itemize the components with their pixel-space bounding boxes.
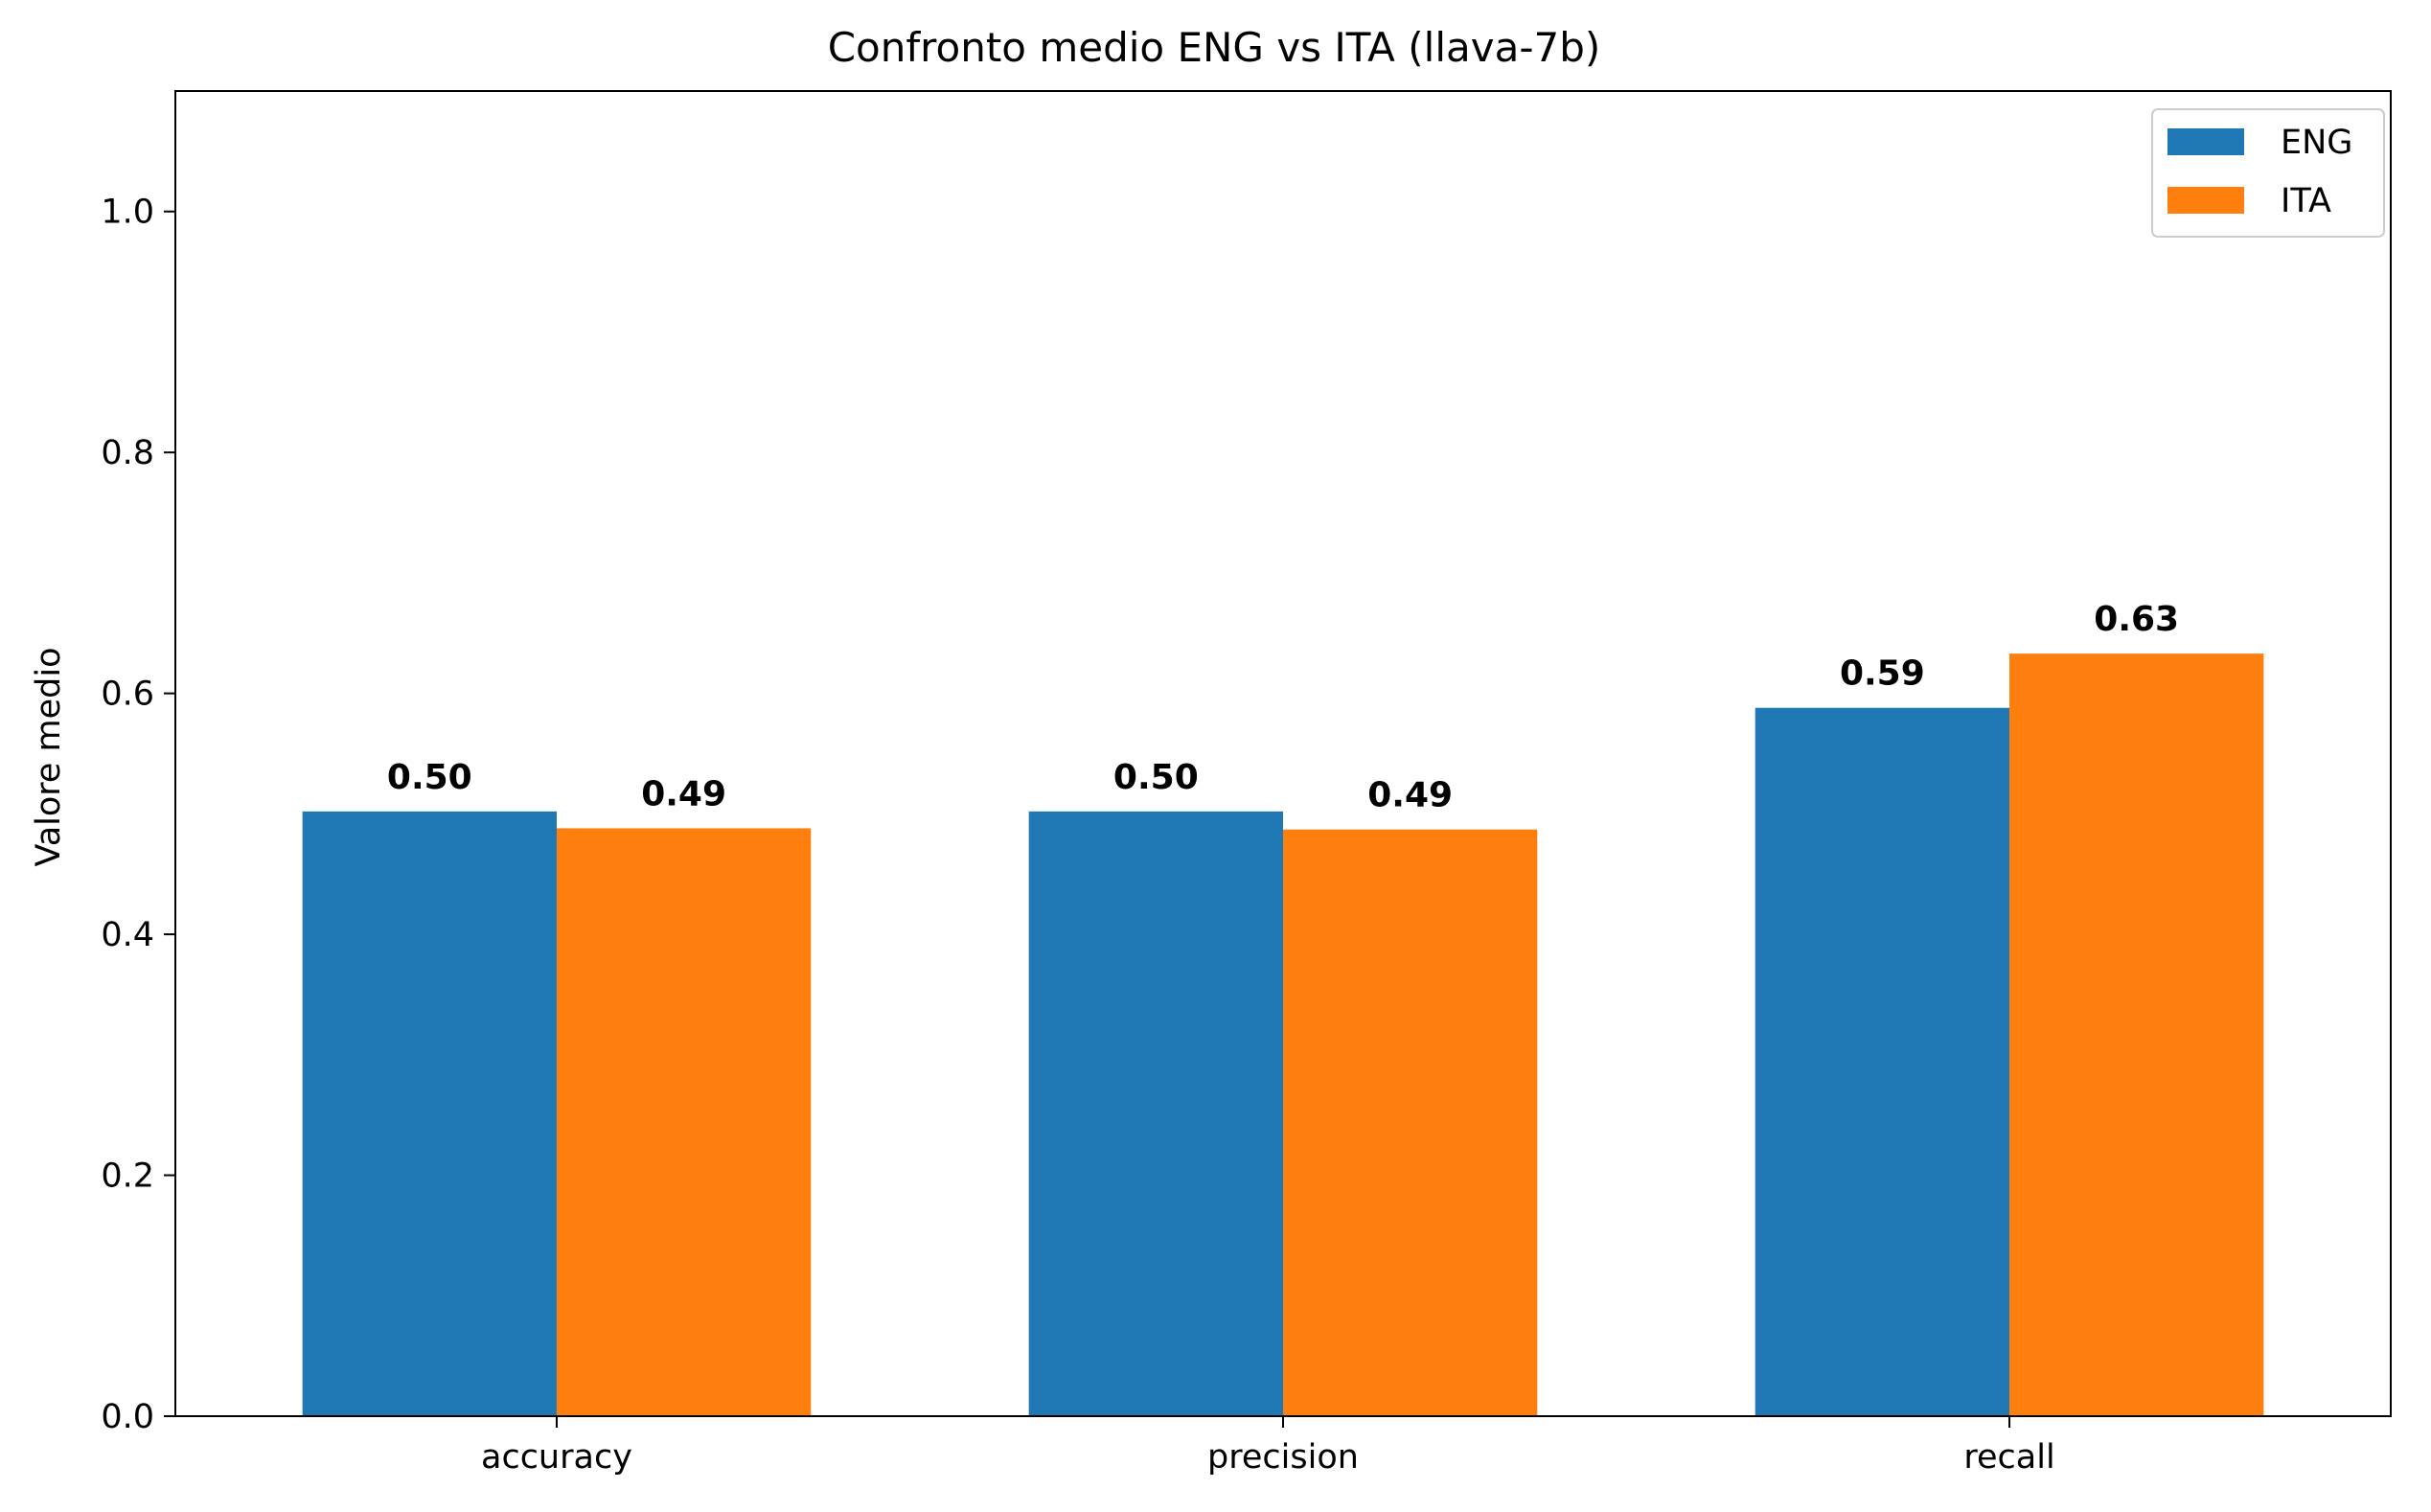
chart-title: Confronto medio ENG vs ITA (llava-7b)	[828, 24, 1601, 71]
y-tick-label: 1.0	[101, 194, 154, 232]
bar-ita-recall	[2009, 653, 2264, 1416]
value-label-eng-precision: 0.50	[1113, 758, 1199, 797]
bar-eng-accuracy	[302, 811, 557, 1416]
bar-ita-accuracy	[556, 828, 812, 1416]
x-tick-label-precision: precision	[1207, 1438, 1359, 1477]
value-label-eng-accuracy: 0.50	[387, 758, 472, 797]
value-label-ita-accuracy: 0.49	[641, 774, 726, 813]
y-tick-label: 0.8	[101, 434, 154, 472]
y-tick-label: 0.6	[101, 676, 154, 714]
y-tick-label: 0.4	[101, 916, 154, 954]
bar-eng-recall	[1754, 707, 2010, 1416]
plot-area: 0.50 0.50 0.59 0.49 0.49 0.63 0.0 0.2 0.4 0.6 0.8 1…	[101, 90, 2392, 1477]
bar-eng-precision	[1028, 811, 1283, 1416]
x-tick-label-accuracy: accuracy	[481, 1438, 632, 1477]
value-label-eng-recall: 0.59	[1840, 654, 1925, 694]
legend: ENG ITA	[2151, 108, 2385, 238]
x-tick-label-recall: recall	[1963, 1438, 2054, 1477]
value-label-ita-precision: 0.49	[1367, 776, 1453, 815]
bar-ita-precision	[1283, 829, 1538, 1416]
legend-swatch-eng	[2167, 128, 2244, 155]
y-axis-label: Valore medio	[30, 647, 68, 866]
y-tick-label: 0.0	[101, 1398, 154, 1436]
legend-label-ita: ITA	[2281, 182, 2331, 220]
value-label-ita-recall: 0.63	[2094, 600, 2179, 639]
legend-label-eng: ENG	[2281, 124, 2352, 162]
y-tick-label: 0.2	[101, 1157, 154, 1196]
legend-swatch-ita	[2167, 187, 2244, 214]
